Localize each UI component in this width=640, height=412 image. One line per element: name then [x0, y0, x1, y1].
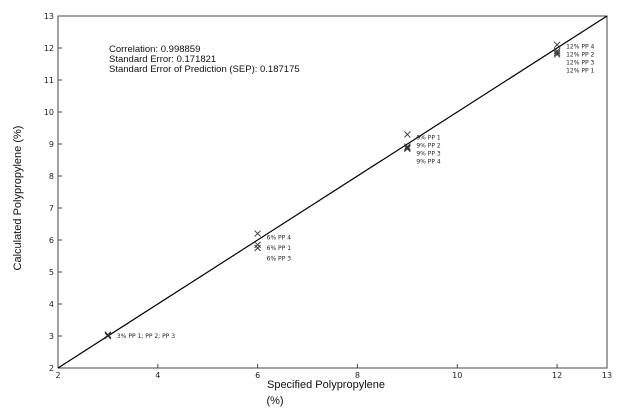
x-tick-label: 10: [452, 371, 462, 380]
point-label: 9% PP 3: [416, 151, 441, 158]
point-label: 9% PP 1: [416, 135, 441, 142]
data-point: [553, 51, 561, 58]
point-label: 6% PP 1: [267, 245, 292, 252]
y-tick-label: 7: [49, 204, 54, 213]
data-point: [254, 241, 261, 249]
x-axis-ticks: 2 4 6 8 10 12 13: [55, 364, 612, 380]
data-point: [104, 331, 112, 339]
data-point: [254, 230, 261, 237]
point-label: 3% PP 1; PP 2; PP 3: [117, 333, 175, 340]
point-labels: 3% PP 1; PP 2; PP 3 6% PP 4 6% PP 1 6% PP 3…: [117, 43, 595, 340]
data-point: [104, 332, 112, 339]
point-label: 12% PP 4: [566, 43, 594, 50]
y-tick-label: 12: [44, 44, 54, 53]
stat-sep: Standard Error of Prediction (SEP): 0.18…: [109, 64, 300, 75]
data-point: [553, 47, 561, 55]
data-point: [553, 41, 561, 49]
x-axis-title: Specified Polypropylene: [267, 379, 385, 391]
y-axis-ticks: 2 3 4 5 6 7 8 9 10 11 12 13: [44, 12, 62, 373]
data-point: [553, 49, 561, 57]
data-point: [104, 332, 112, 340]
y-tick-label: 8: [49, 172, 54, 181]
fit-line: [57, 15, 608, 369]
y-tick-label: 10: [44, 108, 54, 117]
point-label: 9% PP 4: [416, 159, 441, 166]
x-axis-unit: (%): [266, 395, 283, 407]
y-tick-label: 3: [49, 332, 54, 341]
data-point: [254, 244, 261, 252]
stat-standard-error: Standard Error: 0.171821: [109, 54, 216, 65]
point-label: 12% PP 1: [566, 67, 594, 74]
y-tick-label: 11: [44, 76, 54, 85]
data-point: [404, 143, 411, 150]
point-label: 6% PP 3: [267, 256, 292, 263]
y-tick-label: 2: [49, 364, 54, 373]
x-tick-label: 8: [355, 371, 360, 380]
y-tick-label: 6: [49, 236, 54, 245]
x-tick-label: 13: [602, 371, 612, 380]
stat-correlation: Correlation: 0.998859: [109, 44, 200, 55]
x-tick-label: 2: [55, 371, 60, 380]
y-tick-label: 9: [49, 140, 54, 149]
point-label: 12% PP 3: [566, 59, 594, 66]
point-label: 9% PP 2: [416, 143, 441, 150]
point-label: 12% PP 2: [566, 51, 594, 58]
x-tick-label: 4: [155, 371, 160, 380]
data-point: [404, 145, 411, 153]
x-tick-label: 12: [552, 371, 562, 380]
point-label: 6% PP 4: [267, 234, 292, 241]
data-point: [404, 144, 411, 152]
y-tick-label: 4: [49, 300, 54, 309]
x-tick-label: 6: [255, 371, 260, 380]
y-tick-label: 13: [44, 12, 54, 21]
y-axis-title: Calculated Polypropylene (%): [12, 126, 24, 271]
data-markers: [104, 41, 561, 340]
data-point: [404, 131, 411, 138]
y-tick-label: 5: [49, 268, 54, 277]
